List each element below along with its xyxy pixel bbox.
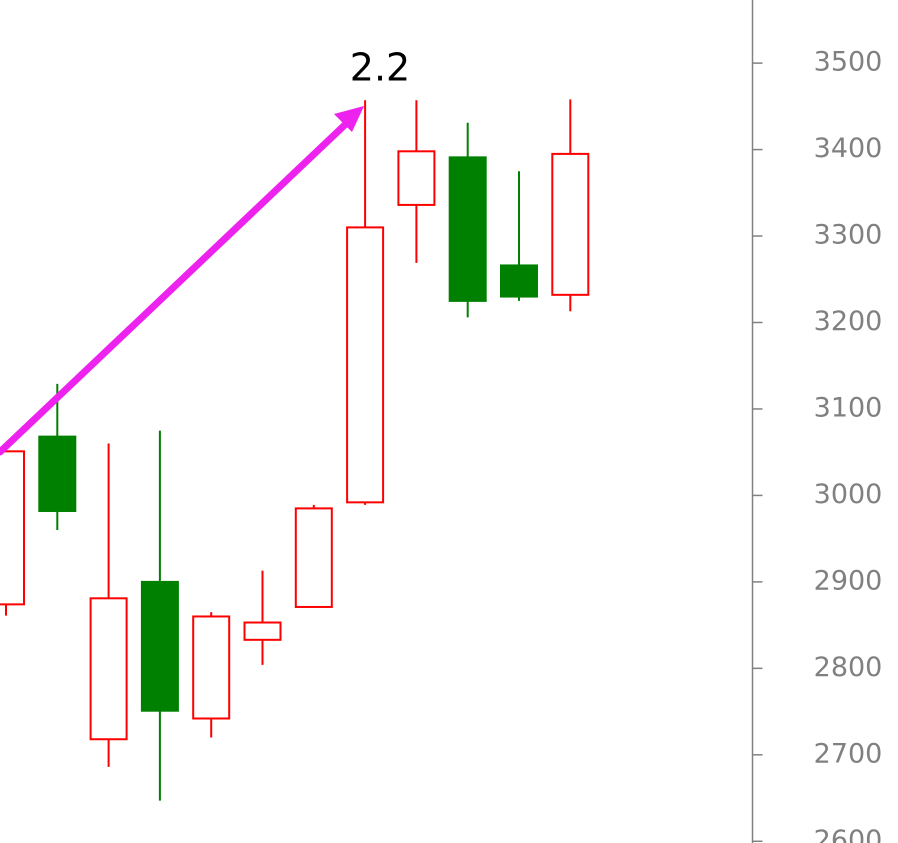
plot-area <box>0 99 590 801</box>
y-tick-label: 3100 <box>814 392 883 423</box>
y-tick-label: 2600 <box>814 825 883 843</box>
y-tick-label: 2900 <box>814 565 883 596</box>
candle <box>551 99 590 312</box>
candle-body <box>448 156 487 302</box>
candle <box>38 383 77 531</box>
candle <box>192 612 231 738</box>
candle-body <box>294 507 333 608</box>
candle <box>500 171 538 301</box>
candle <box>243 570 282 665</box>
candle <box>448 122 487 318</box>
candle-body <box>346 226 385 504</box>
annotation: 2.2 <box>350 46 410 90</box>
candle-body <box>89 597 128 741</box>
y-tick-label: 3500 <box>814 47 883 78</box>
candle-body <box>140 580 179 712</box>
y-tick-label: 3400 <box>814 133 883 164</box>
candle-body <box>500 264 538 298</box>
candle <box>89 443 128 767</box>
candle <box>346 100 385 505</box>
candle <box>294 504 333 608</box>
y-tick-label: 2800 <box>814 652 883 683</box>
trend-arrow-head <box>334 106 364 132</box>
candle <box>397 100 436 263</box>
candle-body <box>38 435 77 512</box>
y-tick-label: 3300 <box>814 220 883 251</box>
trend-arrow <box>0 116 354 456</box>
y-tick-label: 2700 <box>814 738 883 769</box>
candle-body <box>551 152 590 296</box>
y-tick-label: 3200 <box>814 306 883 337</box>
candle <box>140 430 179 801</box>
candle-body <box>397 150 436 206</box>
candle <box>0 450 25 616</box>
candle-body <box>0 450 25 606</box>
candle-body <box>243 621 282 641</box>
candle-body <box>192 615 231 720</box>
y-tick-label: 3000 <box>814 479 883 510</box>
